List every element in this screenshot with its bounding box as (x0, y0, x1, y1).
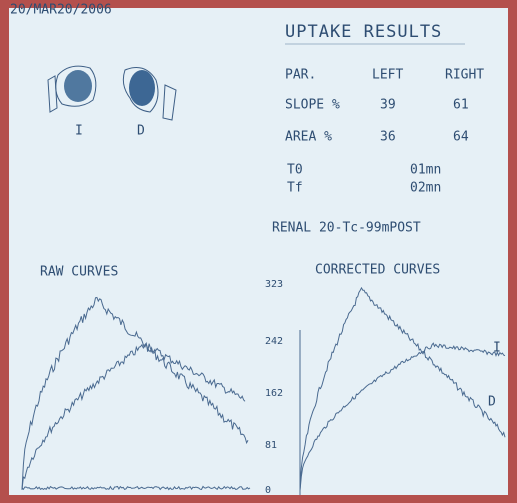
table-cell: AREA % (285, 130, 332, 145)
raw-title: RAW CURVES (40, 265, 118, 280)
table-header: RIGHT (445, 68, 484, 83)
table-cell: 61 (453, 98, 469, 113)
title: UPTAKE RESULTS (285, 22, 442, 42)
table-cell: 64 (453, 130, 469, 145)
kidney-label: D (137, 124, 145, 139)
time-cell: 02mn (410, 181, 441, 196)
corrected-title: CORRECTED CURVES (315, 263, 440, 278)
date: 20/MAR20/2006 (10, 3, 112, 18)
screenshot: 20/MAR20/2006 UPTAKE RESULTS I D PAR. LEF… (0, 0, 517, 503)
table-cell: 39 (380, 98, 396, 113)
axis-tick-label: 242 (265, 336, 283, 347)
time-cell: 01mn (410, 163, 441, 178)
axis-tick-label: 81 (265, 440, 277, 451)
table-header: LEFT (372, 68, 403, 83)
time-cell: T0 (287, 163, 303, 178)
curve-label: D (488, 395, 496, 410)
study: RENAL 20-Tc-99mPOST (272, 221, 421, 236)
curve-label: I (493, 341, 501, 356)
axis-tick-label: 162 (265, 388, 283, 399)
axis-tick-label: 0 (265, 485, 271, 496)
kidney-label: I (75, 124, 83, 139)
page: 20/MAR20/2006 UPTAKE RESULTS I D PAR. LEF… (0, 0, 517, 503)
axis-tick-label: 323 (265, 279, 283, 290)
time-cell: Tf (287, 181, 303, 196)
table-header: PAR. (285, 68, 316, 83)
results-table: PAR. LEFT RIGHT SLOPE % 39 61 AREA % 36 64 (285, 68, 484, 145)
table-cell: 36 (380, 130, 396, 145)
table-cell: SLOPE % (285, 98, 340, 113)
